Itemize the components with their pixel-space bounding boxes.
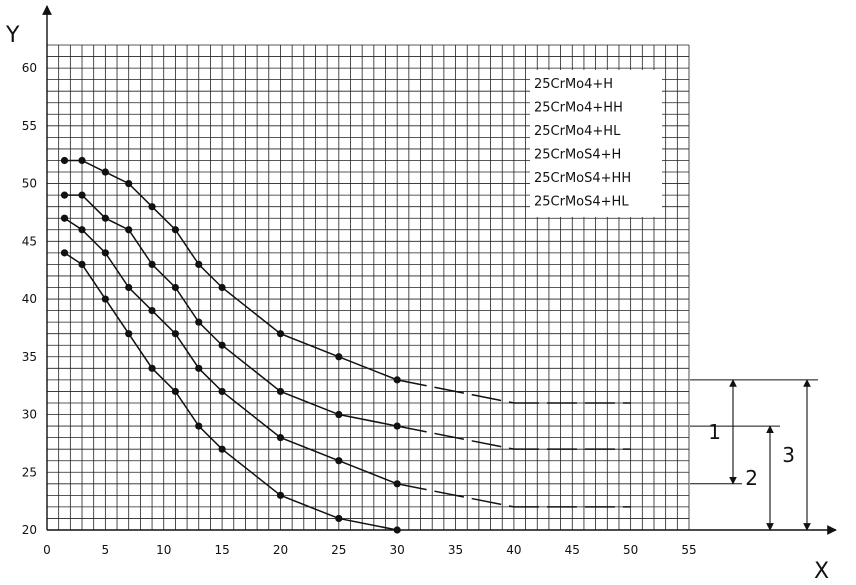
- x-tick-label: 5: [102, 543, 110, 557]
- data-point: [335, 353, 343, 361]
- data-point: [276, 330, 285, 338]
- series-dashed-extension-3: [397, 483, 631, 508]
- data-point: [171, 330, 179, 338]
- y-tick-label: 30: [22, 408, 37, 422]
- legend-entry: 25CrMoS4+HL: [534, 195, 629, 210]
- axes: [42, 5, 837, 535]
- data-point: [60, 156, 69, 165]
- data-point: [335, 514, 343, 523]
- data-point: [101, 249, 109, 257]
- y-tick-label: 35: [22, 350, 37, 364]
- data-point: [78, 191, 86, 199]
- data-point: [171, 387, 179, 396]
- data-point: [393, 526, 401, 534]
- data-point: [125, 283, 133, 292]
- data-point: [276, 387, 285, 396]
- data-point: [218, 387, 226, 396]
- data-point: [171, 226, 179, 234]
- data-point: [218, 445, 226, 453]
- dimension-label-3: 3: [782, 443, 795, 467]
- y-tick-label: 20: [22, 523, 37, 537]
- data-point: [148, 260, 156, 269]
- y-tick-label: 60: [22, 61, 37, 75]
- dimension-label-2: 2: [745, 466, 758, 490]
- legend-entry: 25CrMoS4+H: [534, 148, 621, 163]
- y-tick-label: 45: [22, 234, 37, 248]
- data-point: [60, 214, 69, 222]
- series-dashed-extension-2: [397, 425, 631, 450]
- y-axis-label: Y: [5, 23, 20, 48]
- x-tick-label: 25: [331, 543, 346, 557]
- data-point: [171, 283, 179, 292]
- data-point: [60, 249, 69, 257]
- data-point: [218, 341, 226, 349]
- legend-box: [530, 70, 662, 217]
- x-tick-label: 0: [43, 543, 51, 557]
- x-tick-label: 50: [623, 543, 638, 557]
- data-point: [195, 422, 203, 430]
- tick-labels: 0 5 10 15 20 25 30 35 40 45 50 55 20 25 30 35 40 45 50 55 60: [22, 61, 697, 557]
- data-point: [125, 330, 133, 338]
- series-line-3: [64, 217, 398, 485]
- y-tick-label: 25: [22, 465, 37, 479]
- data-point: [195, 260, 203, 269]
- data-point: [148, 364, 156, 372]
- series-dashed-extension-1: [397, 379, 631, 404]
- x-tick-label: 20: [273, 543, 288, 557]
- data-point: [78, 156, 86, 165]
- data-point: [195, 318, 203, 326]
- legend-entry: 25CrMo4+H: [534, 77, 613, 92]
- x-tick-label: 15: [214, 543, 229, 557]
- x-tick-label: 40: [506, 543, 521, 557]
- x-tick-label: 45: [565, 543, 580, 557]
- data-point: [276, 434, 285, 442]
- legend-entry: 25CrMo4+HH: [534, 101, 623, 116]
- y-tick-label: 50: [22, 177, 37, 191]
- x-tick-label: 35: [448, 543, 463, 557]
- data-point: [218, 283, 226, 292]
- dimension-label-1: 1: [708, 420, 721, 444]
- data-point: [101, 295, 109, 303]
- data-point: [101, 214, 109, 222]
- data-point: [148, 306, 156, 315]
- x-tick-label: 30: [390, 543, 405, 557]
- annotations: 123: [690, 379, 818, 531]
- data-point: [125, 179, 133, 188]
- data-point: [335, 457, 343, 465]
- data-point: [101, 168, 109, 176]
- legend-entry: 25CrMoS4+HH: [534, 171, 631, 186]
- data-point: [276, 491, 285, 499]
- data-point: [78, 226, 86, 234]
- series-line-1: [64, 159, 398, 381]
- data-point: [60, 191, 69, 199]
- data-point: [335, 410, 343, 419]
- x-tick-label: 55: [681, 543, 696, 557]
- legend: 25CrMo4+H 25CrMo4+HH 25CrMo4+HL 25CrMoS4+H 2…: [530, 70, 662, 217]
- x-tick-label: 10: [156, 543, 171, 557]
- y-tick-label: 40: [22, 292, 37, 306]
- data-point: [148, 203, 156, 211]
- data-point: [125, 226, 133, 234]
- y-tick-label: 55: [22, 119, 37, 133]
- series: [60, 156, 631, 534]
- x-axis-label: X: [814, 559, 829, 584]
- legend-entry: 25CrMo4+HL: [534, 124, 621, 139]
- data-point: [78, 260, 86, 269]
- data-point: [195, 364, 203, 372]
